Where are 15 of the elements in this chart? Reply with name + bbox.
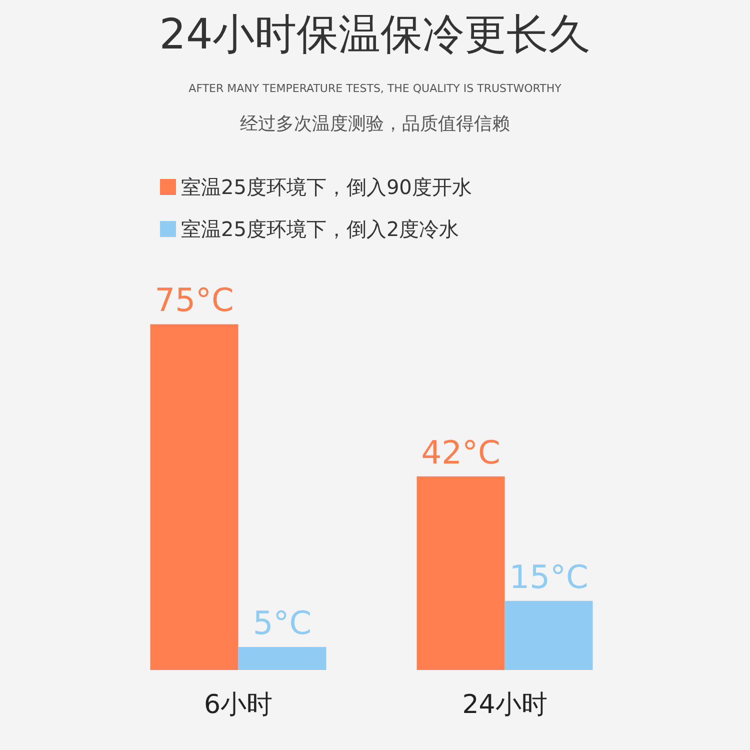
bar — [504, 600, 593, 670]
text: 经过多次温度测验，品质值得信赖 — [240, 114, 510, 134]
legend-label: 室温25度环境下，倒入90度开水 — [181, 175, 472, 199]
x-tick-label: 24小时 — [462, 690, 548, 720]
chart-subtitle: AFTER MANY TEMPERATURE TESTS, THE QUALITY IS TRUSTWORTHY — [188, 82, 562, 95]
data-label: 15°C — [509, 558, 588, 596]
bar — [150, 324, 238, 670]
x-tick-label: 6小时 — [204, 690, 273, 720]
chart-title: 24小时保温保冷更长久 — [159, 10, 591, 58]
legend-label: 室温25度环境下，倒入2度冷水 — [181, 217, 460, 241]
bar — [238, 646, 326, 670]
data-label: 75°C — [154, 281, 234, 320]
data-label: 42°C — [421, 433, 500, 472]
data-label: 5°C — [252, 604, 312, 642]
bar — [416, 476, 505, 670]
